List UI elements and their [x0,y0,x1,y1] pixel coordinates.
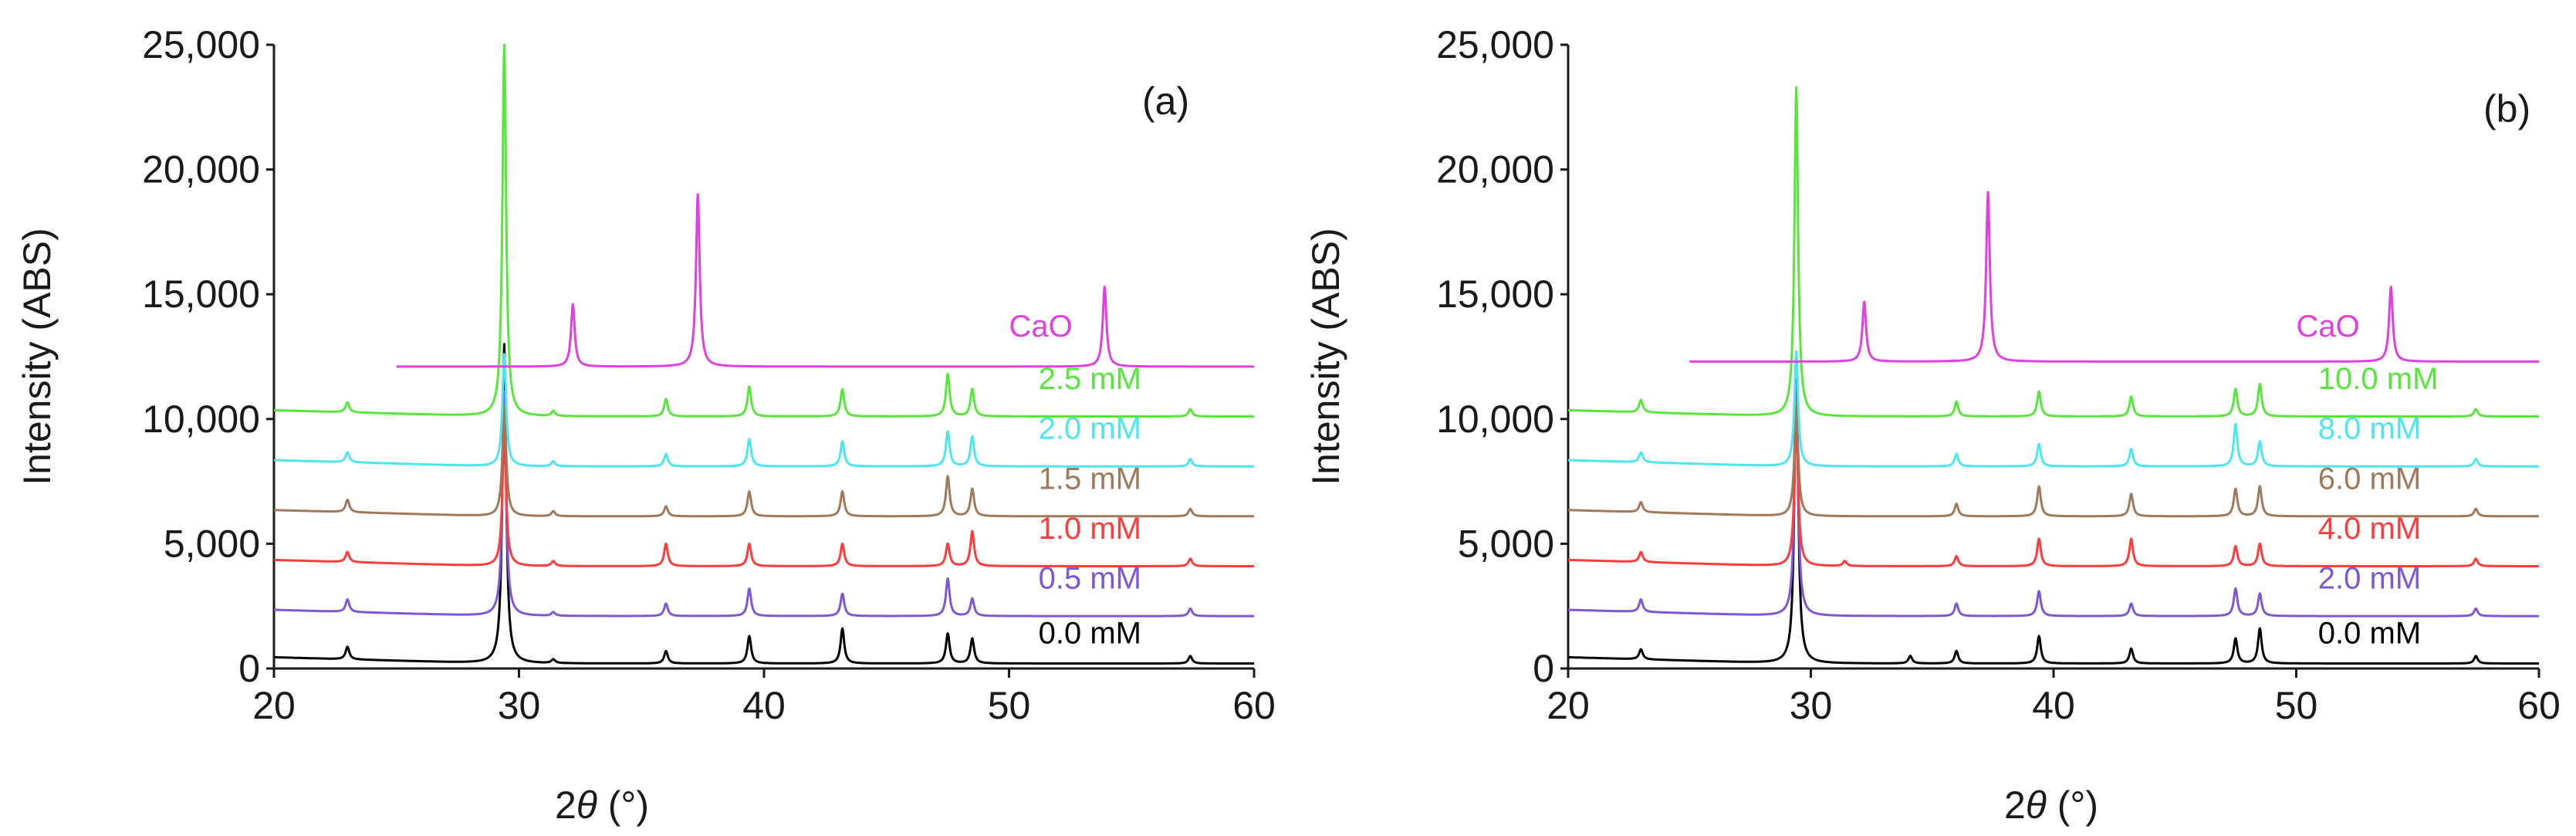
y-tick-label: 0 [1533,647,1554,690]
y-tick-label: 15,000 [1436,272,1554,316]
chart-panel-b: Intensity (ABS) 2θ (°) (b) 0 5,000 10,000 1… [1304,23,2561,827]
x-tick-label: 60 [1232,684,1276,727]
series-line-2-0-mm [273,353,1255,468]
y-axis-title: Intensity (ABS) [1304,228,1347,485]
series-line-8-0-mm [1567,350,2540,468]
y-tick-label: 10,000 [1436,398,1554,441]
y-tick-label: 10,000 [142,398,260,441]
panel-label: (a) [1142,80,1189,123]
series-line-4-0-mm [1567,415,2540,567]
series-line-0-0-mm [273,343,1255,665]
y-axis-title: Intensity (ABS) [15,228,59,485]
y-tick-label: 25,000 [142,23,260,66]
x-tick-label: 60 [2517,684,2561,727]
series-line-cao [395,193,1255,368]
y-tick-label: 15,000 [142,272,260,316]
series-line-1-0-mm [273,432,1255,567]
y-tick-label: 5,000 [1458,522,1554,565]
series-line-1-5-mm [273,402,1255,518]
x-axis-title-theta: θ [576,784,597,827]
y-tick-label: 20,000 [1436,148,1554,191]
panel-label: (b) [2483,87,2530,130]
y-tick-label: 0 [238,647,260,690]
series-line-cao [1689,191,2540,363]
series-label-cao: CaO [1009,310,1073,344]
series-label-cao: CaO [2297,310,2360,344]
series-line-2-0-mm [1567,383,2540,618]
x-tick-label: 20 [252,684,296,727]
series-line-2-5-mm [273,43,1255,418]
x-tick-label: 40 [742,684,786,727]
x-tick-label: 30 [498,684,541,727]
y-tick-label: 5,000 [164,522,260,565]
x-axis-title-theta: θ [2026,784,2047,827]
x-tick-label: 30 [1790,684,1833,727]
x-tick-label: 20 [1547,684,1590,727]
x-axis-title: 2θ (°) [2004,784,2098,827]
series-line-10-0-mm [1567,86,2540,418]
x-axis-title-main: 2 [2004,784,2026,827]
x-tick-label: 50 [2275,684,2318,727]
chart-panel-a: Intensity (ABS) 2θ (°) (a) 0 5,000 10,000 1… [15,23,1276,827]
series-label-10-0-mm: 10.0 mM [2318,362,2439,396]
y-tick-label: 20,000 [142,148,260,191]
y-tick-label: 25,000 [1436,23,1554,66]
x-axis-title: 2θ (°) [555,784,649,827]
x-tick-label: 50 [988,684,1031,727]
series-label-0-0-mm: 0.0 mM [1039,617,1141,651]
series-line-0-0-mm [1567,350,2540,665]
x-axis-title-unit: (°) [597,784,649,827]
series-label-2-5-mm: 2.5 mM [1039,362,1141,396]
series-label-0-0-mm: 0.0 mM [2318,617,2421,651]
x-tick-label: 40 [2032,684,2075,727]
series-line-6-0-mm [1567,400,2540,518]
x-axis-title-unit: (°) [2047,784,2098,827]
x-axis-title-main: 2 [555,784,576,827]
series-line-0-5-mm [273,390,1255,618]
